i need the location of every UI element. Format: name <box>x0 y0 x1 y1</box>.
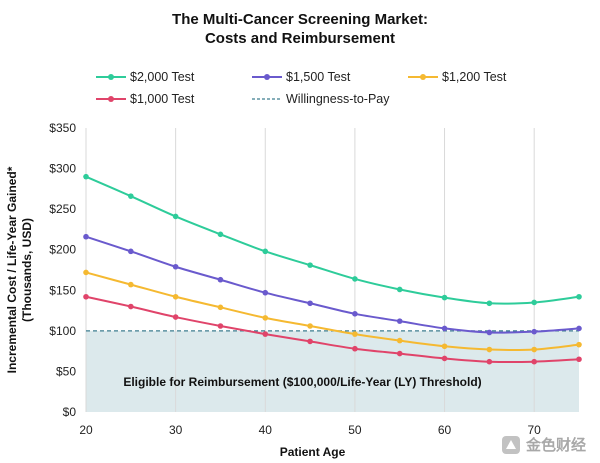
chart-title: The Multi-Cancer Screening Market: Costs… <box>0 10 600 48</box>
series-line-3 <box>85 271 580 352</box>
region-label: Eligible for Reimbursement ($100,000/Lif… <box>123 375 481 389</box>
legend-label: Willingness-to-Pay <box>286 92 390 106</box>
x-tick-label: 50 <box>348 423 362 437</box>
series-point-2 <box>217 276 224 283</box>
legend-swatch <box>96 74 126 80</box>
series-point-1 <box>307 262 313 268</box>
x-axis-title: Patient Age <box>280 445 346 459</box>
legend-label: $1,200 Test <box>442 70 507 84</box>
series-point-4 <box>486 358 493 365</box>
series-point-3 <box>83 269 89 276</box>
series-point-3 <box>307 323 313 329</box>
y-axis-title-line2: (Thousands, USD) <box>20 218 34 322</box>
series-point-2 <box>531 328 537 335</box>
series-point-1 <box>441 294 448 301</box>
series-point-3 <box>396 337 403 344</box>
legend-swatch-marker <box>420 74 426 80</box>
y-tick-label: $0 <box>63 405 77 419</box>
series-point-2 <box>262 289 269 296</box>
y-tick-label: $150 <box>49 283 76 297</box>
legend-item-2: $1,500 Test <box>252 70 350 84</box>
series-point-2 <box>486 329 493 336</box>
y-tick-label: $50 <box>56 364 76 378</box>
series-point-3 <box>352 331 358 337</box>
series-point-2 <box>83 233 89 240</box>
legend-swatch <box>96 96 126 102</box>
y-tick-label: $100 <box>49 324 76 338</box>
y-tick-label: $350 <box>49 121 76 135</box>
series-point-1 <box>217 231 224 238</box>
series-point-3 <box>531 346 537 353</box>
series-point-2 <box>441 325 448 332</box>
series-point-3 <box>172 293 179 300</box>
legend-swatch <box>252 98 282 100</box>
legend-item-4: $1,000 Test <box>96 92 194 106</box>
series-point-2 <box>396 318 403 324</box>
series-point-1 <box>396 286 403 293</box>
chart-legend: $2,000 Test $1,500 Test $1,200 Test $1,000 … <box>0 0 600 120</box>
series-point-3 <box>576 341 582 348</box>
series-line-1 <box>85 175 580 305</box>
series-point-4 <box>531 358 537 365</box>
legend-item-3: $1,200 Test <box>408 70 506 84</box>
x-tick-label: 70 <box>528 423 542 437</box>
legend-label: $2,000 Test <box>130 70 195 84</box>
watermark-logo-icon <box>501 435 520 454</box>
series-point-3 <box>128 281 134 288</box>
series-point-3 <box>486 346 493 353</box>
y-tick-label: $300 <box>49 162 76 176</box>
series-point-4 <box>217 323 224 329</box>
chart-title-line2: Costs and Reimbursement <box>204 30 396 47</box>
legend-swatch-marker <box>108 96 114 102</box>
series-point-2 <box>307 300 313 307</box>
series-point-2 <box>576 325 582 332</box>
series-point-3 <box>262 315 269 321</box>
series-point-4 <box>352 345 358 352</box>
series-point-1 <box>172 213 179 220</box>
watermark-text: 金色财经 <box>525 437 586 454</box>
series-point-1 <box>262 248 269 255</box>
legend-swatch <box>252 74 282 80</box>
legend-label: $1,500 Test <box>286 70 351 84</box>
legend-swatch-marker <box>108 74 114 80</box>
series-point-1 <box>128 193 134 199</box>
series-point-4 <box>128 303 134 310</box>
series-point-4 <box>441 355 448 362</box>
series-point-4 <box>396 350 403 357</box>
legend-swatch <box>408 74 438 80</box>
series-point-2 <box>352 311 358 317</box>
chart-title-line1: The Multi-Cancer Screening Market: <box>172 11 428 28</box>
series-point-2 <box>172 263 179 270</box>
legend-swatch-marker <box>264 74 270 80</box>
series-point-1 <box>352 276 358 282</box>
legend-item-1: $2,000 Test <box>96 70 194 84</box>
x-tick-label: 20 <box>79 423 93 437</box>
legend-item-5: Willingness-to-Pay <box>252 92 390 106</box>
series-point-4 <box>262 331 269 337</box>
x-tick-label: 40 <box>259 423 273 437</box>
series-line-4 <box>85 295 580 364</box>
y-axis-title-line1: Incremental Cost / Life-Year Gained* <box>5 166 19 373</box>
x-tick-label: 60 <box>438 423 452 437</box>
eligible-region <box>86 330 579 412</box>
series-point-4 <box>307 338 313 345</box>
series-point-1 <box>576 293 582 300</box>
y-tick-label: $200 <box>49 243 76 257</box>
legend-label: $1,000 Test <box>130 92 195 106</box>
series-point-1 <box>531 299 537 306</box>
series-point-1 <box>83 173 89 180</box>
series-point-4 <box>83 293 89 300</box>
series-point-2 <box>128 248 134 255</box>
series-point-3 <box>217 304 224 311</box>
x-tick-label: 30 <box>169 423 183 437</box>
series-point-4 <box>172 314 179 320</box>
series-line-2 <box>85 235 580 334</box>
series-point-4 <box>576 356 582 363</box>
series-point-3 <box>441 343 448 350</box>
watermark: 金色财经 <box>501 434 586 455</box>
y-tick-label: $250 <box>49 202 76 216</box>
series-point-1 <box>486 300 493 307</box>
y-axis-title: Incremental Cost / Life-Year Gained*(Tho… <box>5 166 34 373</box>
